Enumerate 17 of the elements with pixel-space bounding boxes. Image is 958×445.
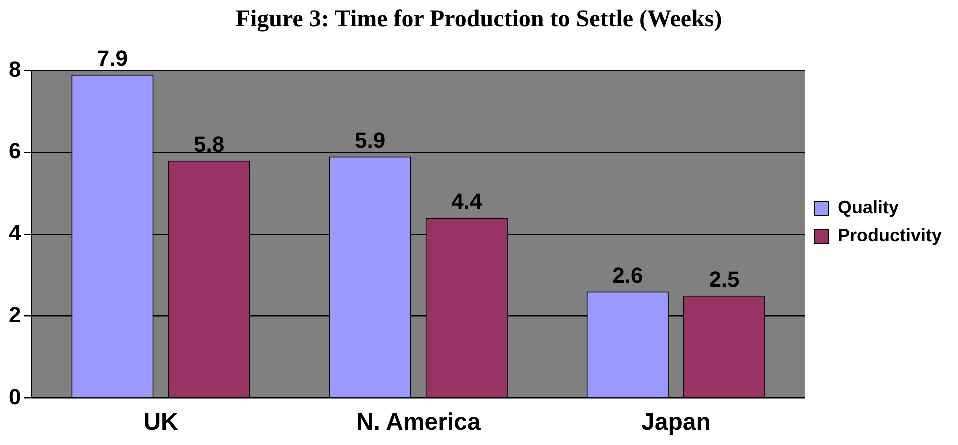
- y-tick-label: 2: [8, 302, 22, 328]
- data-label: 2.5: [709, 266, 740, 292]
- x-tick-label: N. America: [356, 409, 482, 436]
- data-label: 5.9: [355, 128, 386, 153]
- legend-label: Quality: [838, 197, 899, 218]
- data-label: 5.8: [194, 132, 225, 157]
- chart-title: Figure 3: Time for Production to Settle (Weeks): [236, 6, 722, 33]
- y-tick-label: 0: [8, 384, 22, 410]
- y-tick-label: 6: [8, 138, 22, 164]
- x-tick-label: Japan: [642, 409, 711, 436]
- data-label: 4.4: [452, 189, 483, 214]
- y-tick-label: 8: [8, 56, 22, 82]
- data-label: 2.6: [612, 262, 644, 288]
- data-label: 7.9: [97, 46, 128, 71]
- x-tick-label: UK: [144, 409, 180, 436]
- legend-label: Productivity: [838, 225, 942, 246]
- y-tick-label: 4: [8, 220, 22, 246]
